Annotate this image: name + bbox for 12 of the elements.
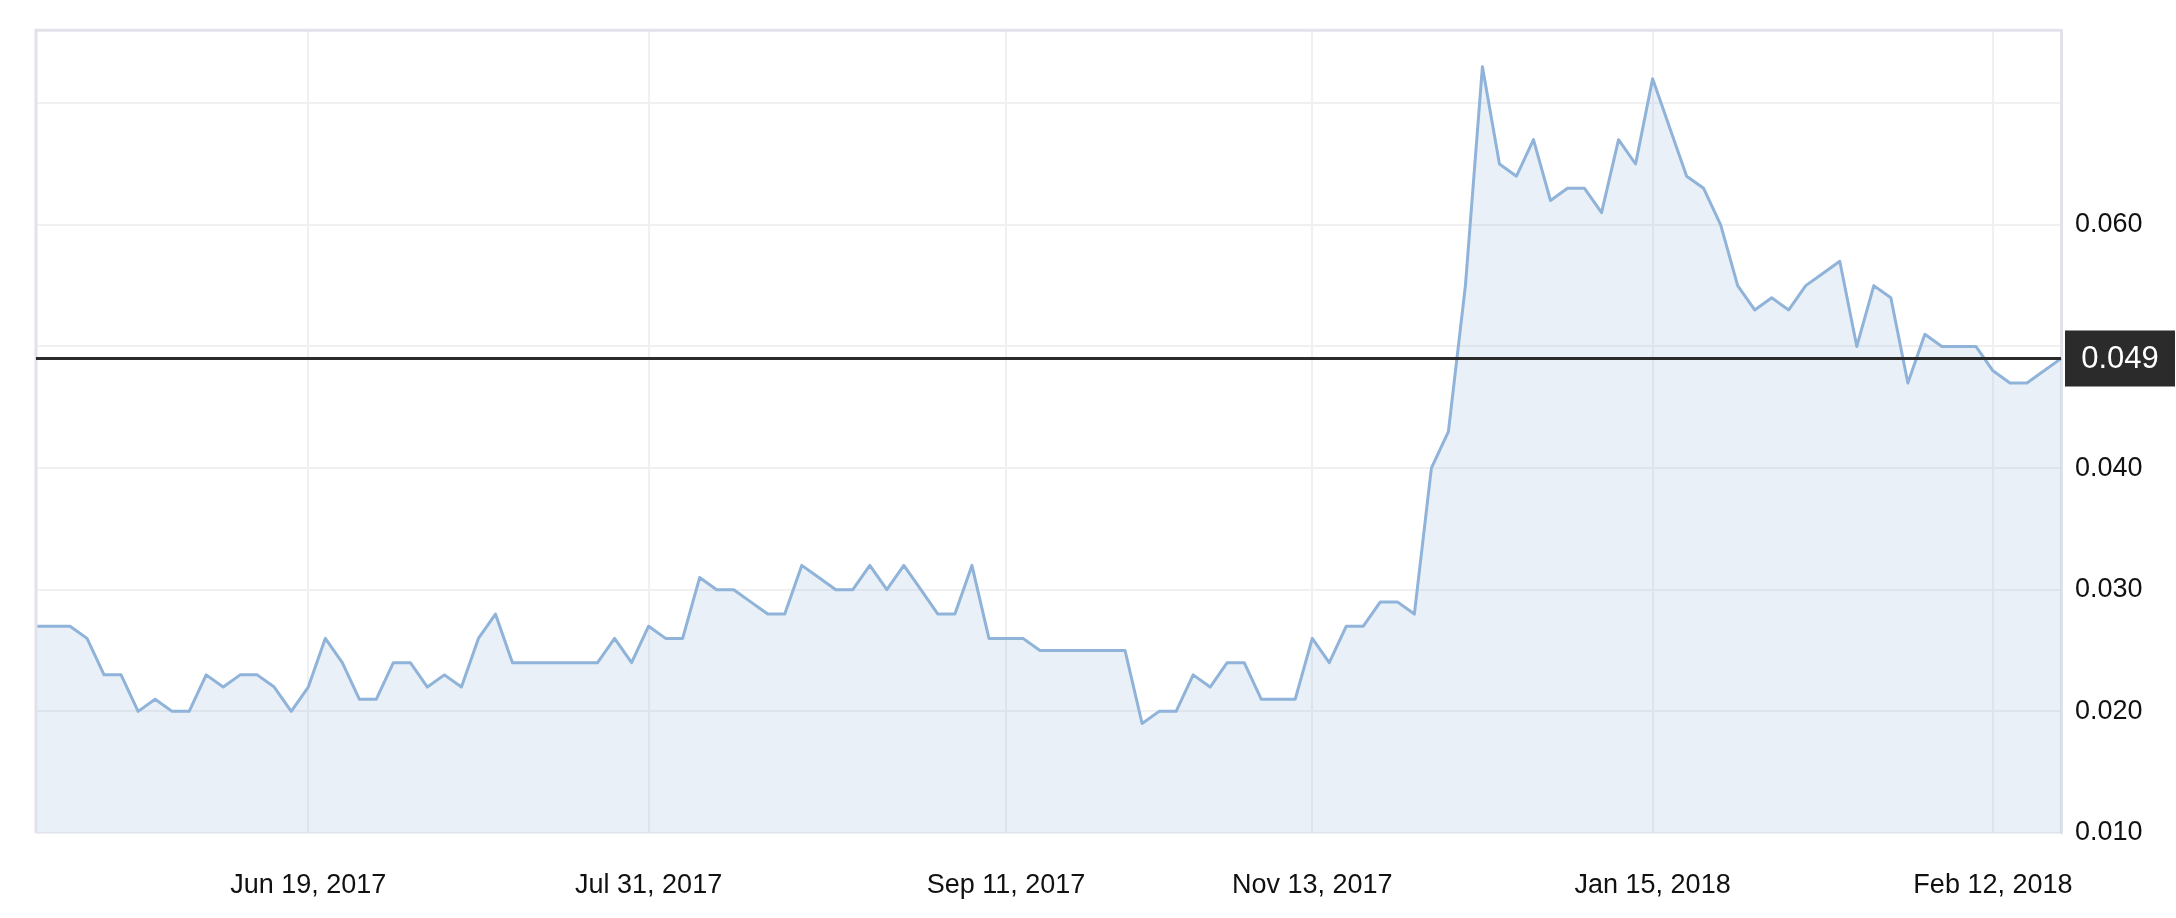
- x-tick-label: Sep 11, 2017: [926, 868, 1086, 899]
- y-tick-label: 0.020: [2075, 694, 2143, 725]
- x-tick-label: Jun 19, 2017: [230, 868, 387, 899]
- x-tick-label: Jul 31, 2017: [575, 868, 723, 899]
- ref-line-label: 0.049: [2081, 340, 2159, 376]
- y-tick-label: 0.040: [2075, 451, 2143, 482]
- x-tick-label: Jan 15, 2018: [1574, 868, 1731, 899]
- y-tick-label: 0.060: [2075, 208, 2143, 239]
- x-tick-label: Nov 13, 2017: [1231, 868, 1393, 899]
- y-tick-label: 0.030: [2075, 573, 2143, 604]
- y-tick-label: 0.010: [2075, 816, 2143, 847]
- x-tick-label: Feb 12, 2018: [1913, 868, 2073, 899]
